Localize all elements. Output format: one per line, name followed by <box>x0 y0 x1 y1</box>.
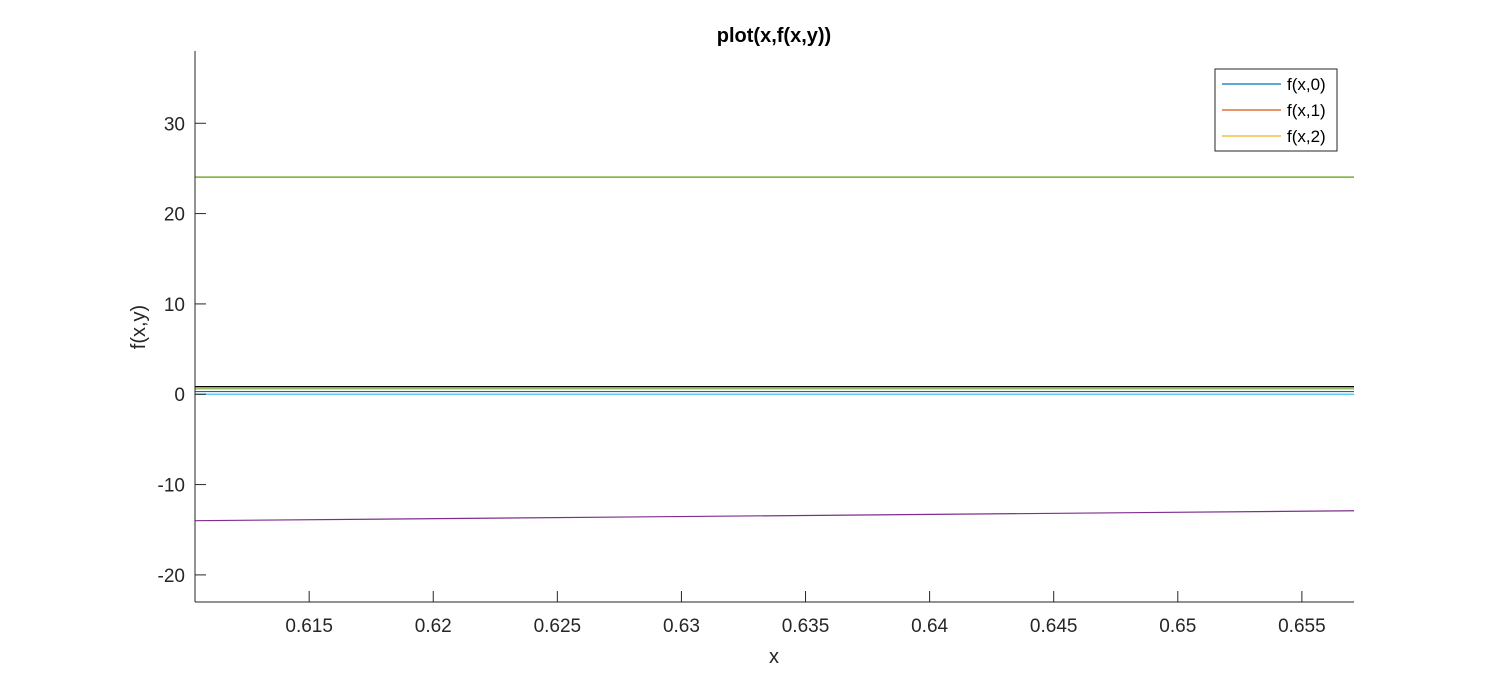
x-tick-label-0: 0.615 <box>285 616 333 637</box>
y-tick-label-3: 10 <box>164 295 185 316</box>
x-tick-label-4: 0.635 <box>782 616 830 637</box>
series-layer <box>194 176 1355 522</box>
x-tick-label-3: 0.63 <box>663 616 700 637</box>
legend-label-0: f(x,0) <box>1287 75 1326 94</box>
chart-title: plot(x,f(x,y)) <box>717 25 831 47</box>
x-axis-label: x <box>769 646 779 668</box>
legend-label-1: f(x,1) <box>1287 101 1326 120</box>
y-axis-label: f(x,y) <box>128 305 150 349</box>
y-tick-label-5: 30 <box>164 114 185 135</box>
y-tick-label-4: 20 <box>164 205 185 226</box>
axes-layer: 0.615 0.62 0.625 0.63 0.635 0.64 0.645 0.65 0.65… <box>158 51 1354 637</box>
x-tick-label-2: 0.625 <box>534 616 582 637</box>
legend-label-2: f(x,2) <box>1287 127 1326 146</box>
series-line-3 <box>194 510 1355 522</box>
x-tick-label-6: 0.645 <box>1030 616 1078 637</box>
legend: f(x,0) f(x,1) f(x,2) <box>1214 68 1338 152</box>
x-tick-label-8: 0.655 <box>1278 616 1326 637</box>
x-tick-label-5: 0.64 <box>911 616 948 637</box>
x-tick-label-1: 0.62 <box>415 616 452 637</box>
y-tick-label-2: 0 <box>174 385 185 406</box>
y-tick-label-1: -10 <box>158 476 185 497</box>
y-tick-label-0: -20 <box>158 566 185 587</box>
x-tick-label-7: 0.65 <box>1159 616 1196 637</box>
